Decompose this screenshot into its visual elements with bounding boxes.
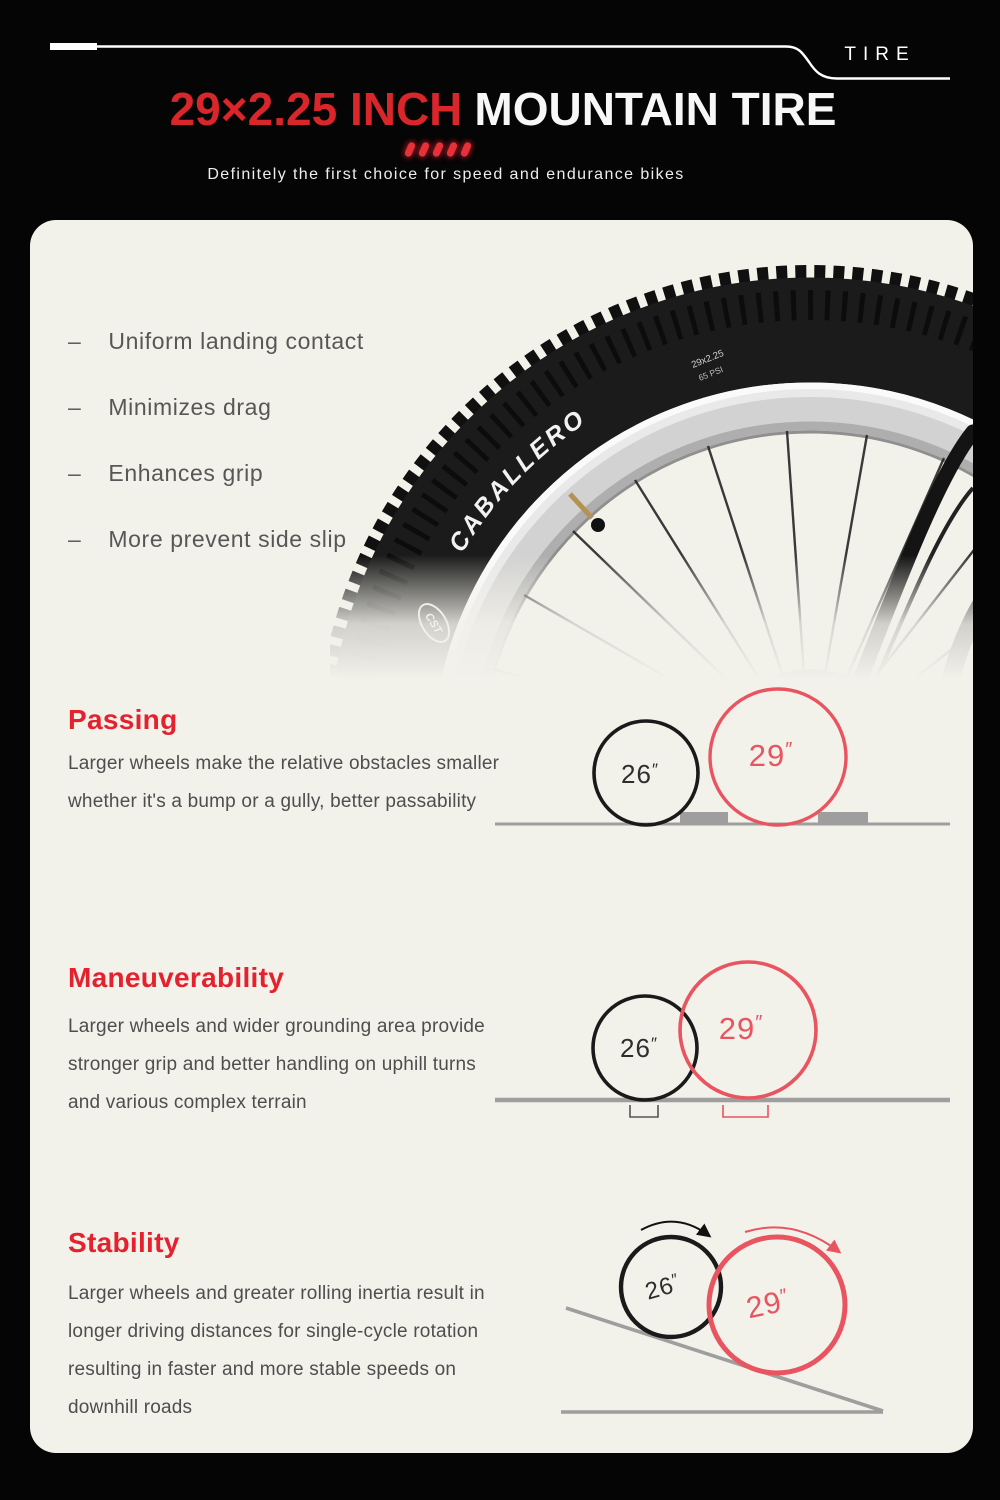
body-line: Larger wheels and greater rolling inerti… — [68, 1283, 485, 1304]
header-line-art — [50, 43, 950, 80]
large-wheel-circle — [706, 1234, 848, 1376]
title-rest: MOUNTAIN TIRE — [474, 83, 837, 135]
subtitle: Definitely the first choice for speed an… — [207, 166, 685, 183]
body-line: stronger grip and better handling on uph… — [68, 1054, 477, 1075]
large-wheel-circle — [678, 960, 818, 1100]
body-line: downhill roads — [68, 1397, 193, 1418]
valve-cap — [591, 518, 605, 532]
feature-label: More prevent side slip — [108, 526, 347, 552]
section-passing-body: Larger wheels make the relative obstacle… — [68, 745, 499, 821]
page-title: 29×2.25 INCH MOUNTAIN TIRE — [170, 86, 837, 132]
content-card: – Uniform landing contact – Minimizes dr… — [30, 220, 973, 1453]
rim-outer-band — [447, 389, 973, 680]
valve-stem — [568, 492, 594, 520]
dash-icon — [403, 141, 417, 158]
dash-icon — [445, 141, 459, 158]
feature-item: – Minimizes drag — [68, 394, 364, 421]
bullet-dash-icon: – — [68, 526, 82, 552]
body-line: whether it's a bump or a gully, better p… — [68, 791, 477, 812]
tire — [330, 265, 973, 680]
wheel-photo-illustration: CABALLERO CST 29x2.25 65 PSI — [330, 265, 973, 680]
bullet-dash-icon: – — [68, 394, 82, 420]
body-line: longer driving distances for single-cycl… — [68, 1321, 479, 1342]
rim-inner-edge — [490, 430, 973, 680]
body-line: resulting in faster and more stable spee… — [68, 1359, 457, 1380]
title-highlight: 29×2.25 INCH — [169, 83, 463, 135]
wheel-size-label-29: 29″ — [744, 1284, 793, 1325]
wheel-size-label-26: 26″ — [621, 759, 659, 789]
wheel-size-label-26: 26″ — [620, 1033, 658, 1063]
body-line: and various complex terrain — [68, 1092, 307, 1113]
obstacle-bump — [818, 812, 868, 824]
rim-body — [455, 397, 973, 680]
feature-list: – Uniform landing contact – Minimizes dr… — [68, 328, 364, 592]
section-maneuverability-title: Maneuverability — [68, 962, 285, 993]
bullet-dash-icon: – — [68, 328, 82, 354]
section-stability-title: Stability — [68, 1227, 180, 1258]
feature-item: – More prevent side slip — [68, 526, 364, 553]
rotation-arrow-large — [744, 1226, 842, 1254]
fade-overlay — [330, 555, 973, 680]
small-wheel-circle — [592, 719, 700, 827]
tire-body — [334, 277, 973, 680]
stability-diagram: 26″ 29″ — [561, 1220, 884, 1414]
section-stability-body: Larger wheels and greater rolling inerti… — [68, 1275, 485, 1427]
tire-tread-pattern — [346, 290, 973, 680]
small-wheel-circle — [591, 994, 699, 1102]
passing-diagram: 26″ 29″ — [495, 687, 950, 827]
dash-icon — [417, 141, 431, 158]
rim-inner-band — [481, 421, 973, 680]
bullet-dash-icon: – — [68, 460, 82, 486]
feature-label: Uniform landing contact — [108, 328, 364, 354]
obstacle-bump — [680, 812, 728, 824]
large-wheel-circle — [708, 687, 848, 827]
contact-patch-bracket-large — [722, 1105, 769, 1118]
maneuverability-diagram: 26″ 29″ — [495, 960, 950, 1118]
contact-patch-bracket-small — [629, 1105, 659, 1118]
small-wheel-circle — [618, 1234, 724, 1340]
wheel-size-label-29: 29″ — [749, 738, 794, 773]
body-line: Larger wheels make the relative obstacle… — [68, 753, 500, 774]
feature-label: Minimizes drag — [108, 394, 272, 420]
wheel-size-label-26: 26″ — [642, 1270, 683, 1306]
feature-label: Enhances grip — [108, 460, 264, 486]
rim-outer-highlight — [441, 382, 973, 680]
feature-item: – Uniform landing contact — [68, 328, 364, 355]
slope-line — [565, 1306, 884, 1413]
header: TIRE 29×2.25 INCH MOUNTAIN TIRE Definitel… — [0, 0, 1000, 220]
rotation-arrow-small — [640, 1220, 712, 1238]
section-maneuverability-body: Larger wheels and wider grounding area p… — [68, 1008, 485, 1122]
section-passing-title: Passing — [68, 704, 178, 735]
wheel-size-label-29: 29″ — [719, 1011, 764, 1046]
tire-tag: TIRE — [844, 44, 916, 65]
accent-dashes — [403, 141, 473, 158]
body-line: Larger wheels and wider grounding area p… — [68, 1016, 485, 1037]
feature-item: – Enhances grip — [68, 460, 364, 487]
rim — [441, 382, 973, 680]
valve — [568, 492, 605, 532]
dash-icon — [431, 141, 445, 158]
header-divider-line — [50, 45, 950, 80]
